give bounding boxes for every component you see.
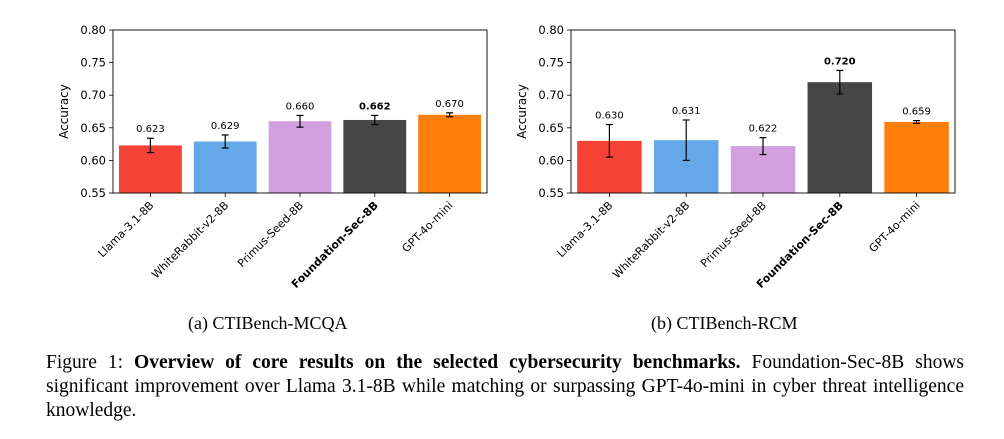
- bar: [343, 119, 407, 193]
- y-axis-label: Accuracy: [515, 84, 529, 139]
- y-axis-label: Accuracy: [57, 84, 71, 139]
- category-label: Primus-Seed-8B: [235, 199, 306, 270]
- y-tick-label: 0.70: [538, 88, 564, 102]
- value-label: 0.623: [136, 124, 165, 135]
- bar: [193, 141, 257, 193]
- figure-caption-label: Figure 1:: [46, 352, 124, 373]
- axes-frame: [112, 29, 488, 194]
- bar: [118, 145, 182, 193]
- category-label: Foundation-Sec-8B: [289, 199, 381, 291]
- value-label: 0.670: [435, 99, 464, 110]
- figure-caption-text: Foundation-Sec-8B shows significant impr…: [46, 352, 964, 421]
- subfigure-caption-a: (a) CTIBench-MCQA: [188, 313, 348, 333]
- figure-caption-bold: Overview of core results on the selected…: [134, 352, 741, 373]
- bar: [418, 114, 482, 193]
- category-label: Llama-3.1-8B: [95, 199, 156, 260]
- value-label: 0.660: [286, 101, 315, 112]
- category-label: Primus-Seed-8B: [698, 199, 769, 270]
- y-tick-label: 0.60: [80, 153, 106, 167]
- axes-frame: [570, 29, 956, 194]
- bar: [268, 121, 332, 193]
- value-label: 0.629: [211, 121, 240, 132]
- chart-panel-2: 0.55 0.60 0.65 0.70 0.75 0.80 Accuracy 0.630 Lla…: [515, 23, 956, 291]
- y-tick-label: 0.75: [80, 56, 106, 70]
- y-tick-label: 0.70: [80, 88, 106, 102]
- bar: [807, 82, 873, 193]
- subfigure-caption-b: (b) CTIBench-RCM: [651, 313, 798, 333]
- value-label: 0.659: [902, 107, 931, 118]
- category-label: Foundation-Sec-8B: [754, 199, 846, 291]
- value-label: 0.622: [749, 124, 778, 135]
- bar: [884, 121, 949, 193]
- category-label: GPT-4o-mini: [866, 199, 922, 255]
- value-label: 0.631: [672, 106, 701, 117]
- y-tick-label: 0.80: [80, 23, 106, 37]
- figure-caption: Figure 1: Overview of core results on th…: [46, 351, 964, 423]
- y-tick-label: 0.65: [538, 121, 564, 135]
- value-label: 0.630: [595, 111, 624, 122]
- y-tick-label: 0.55: [538, 186, 564, 200]
- category-label: WhiteRabbit-v2-8B: [610, 199, 692, 281]
- value-label: 0.720: [824, 56, 856, 67]
- y-tick-label: 0.60: [538, 153, 564, 167]
- category-label: WhiteRabbit-v2-8B: [149, 199, 231, 281]
- y-tick-label: 0.65: [80, 121, 106, 135]
- category-label: GPT-4o-mini: [399, 199, 455, 255]
- category-label: Llama-3.1-8B: [554, 199, 615, 260]
- figure-charts: 0.55 0.60 0.65 0.70 0.75 0.80 Accuracy 0.623 Lla…: [57, 23, 956, 291]
- y-tick-label: 0.55: [80, 186, 106, 200]
- chart-panel-1: 0.55 0.60 0.65 0.70 0.75 0.80 Accuracy 0.623 Lla…: [57, 23, 488, 291]
- y-tick-label: 0.80: [538, 23, 564, 37]
- y-tick-label: 0.75: [538, 56, 564, 70]
- value-label: 0.662: [359, 101, 391, 112]
